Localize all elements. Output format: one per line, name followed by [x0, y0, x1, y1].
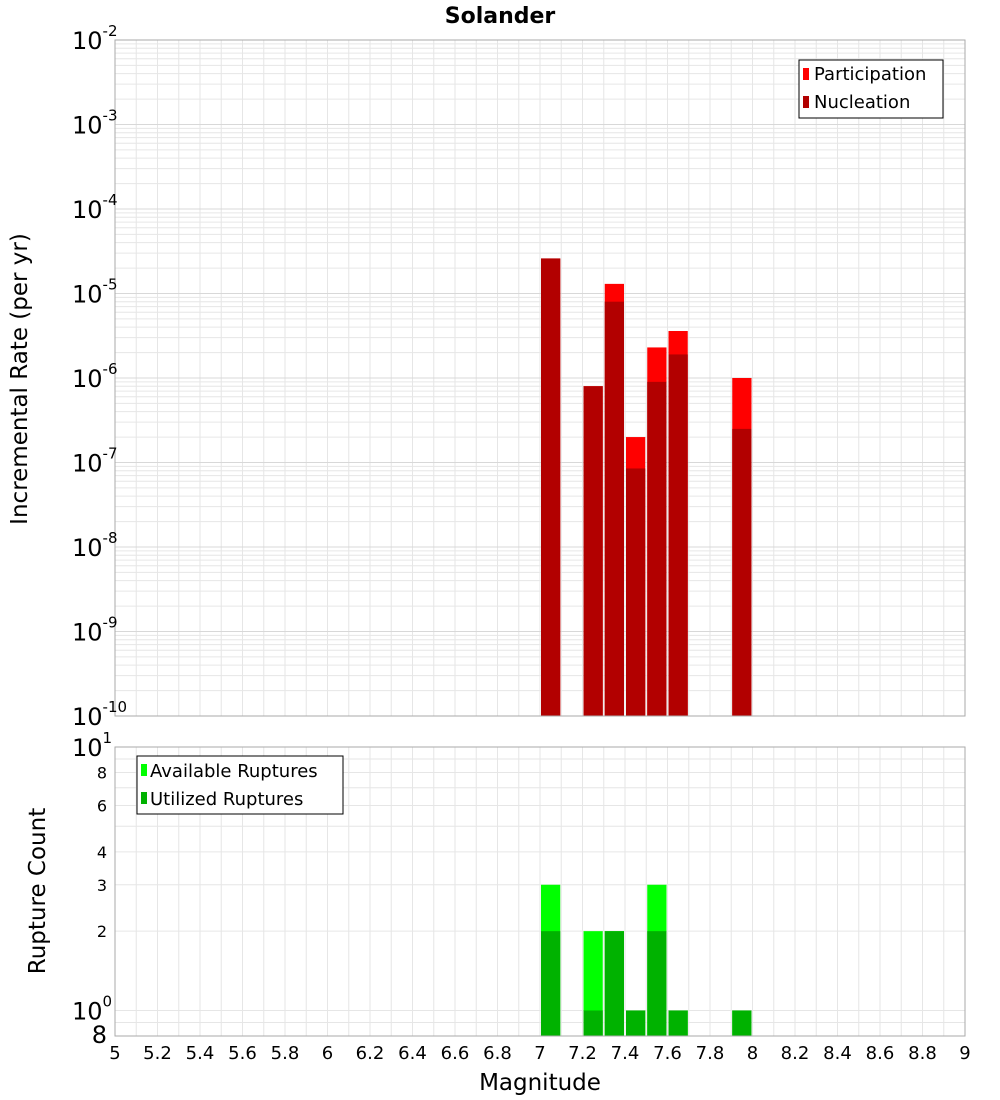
top-y-tick-label: 10-8 [72, 529, 118, 562]
top-y-tick-label: 10-7 [72, 445, 118, 478]
top-y-tick-label: 10-4 [72, 191, 118, 224]
nucleation-bar [647, 381, 667, 716]
x-tick-label: 5.6 [228, 1043, 257, 1064]
nucleation-bar [626, 468, 646, 716]
x-tick-label: 9 [959, 1043, 970, 1064]
utilized-ruptures-bar [583, 1010, 603, 1036]
bottom-legend-box [136, 755, 344, 815]
x-tick-label: 7 [534, 1043, 545, 1064]
x-tick-label: 6.4 [398, 1043, 427, 1064]
nucleation-bar [541, 258, 561, 716]
bottom-y-axis-label: Rupture Count [25, 808, 51, 974]
bottom-y-tick-label: 100 [72, 992, 112, 1025]
x-tick-label: 6.8 [483, 1043, 512, 1064]
x-tick-label: 5 [109, 1043, 120, 1064]
utilized-ruptures-bar [732, 1010, 752, 1036]
available-ruptures-bar [583, 931, 603, 1036]
top-plot-panel: 10-10 10-9 10-8 10-7 10-6 10-5 10-4 10-3 10-2 [72, 22, 966, 731]
x-tick-label: 7.2 [568, 1043, 597, 1064]
x-tick-label: 7.8 [696, 1043, 725, 1064]
x-tick-label: 5.8 [271, 1043, 300, 1064]
top-y-tick-label: 10-5 [72, 276, 118, 309]
nucleation-bar [732, 428, 752, 716]
top-y-tick-label: 10-3 [72, 107, 118, 140]
utilized-ruptures-bar [541, 931, 561, 1036]
top-y-tick-label: 10-6 [72, 360, 118, 393]
x-tick-label: 8.8 [908, 1043, 937, 1064]
x-tick-label: 6.2 [356, 1043, 385, 1064]
top-legend: Participation Nucleation [798, 59, 944, 119]
nucleation-legend-label: Nucleation [814, 92, 910, 113]
x-tick-label: 8 [747, 1043, 758, 1064]
x-axis-label: Magnitude [479, 1070, 601, 1096]
x-tick-label: 5.4 [186, 1043, 215, 1064]
bottom-y-minor-tick-label: 4 [97, 843, 107, 862]
x-tick-label: 5.2 [143, 1043, 172, 1064]
top-y-tick-label: 10-10 [72, 698, 127, 731]
x-tick-label: 8.2 [781, 1043, 810, 1064]
bottom-y-minor-tick-label: 6 [97, 796, 107, 815]
nucleation-bar [668, 354, 688, 716]
utilized-ruptures-bar [604, 931, 624, 1036]
x-tick-label: 6.6 [441, 1043, 470, 1064]
x-tick-label: 8.4 [823, 1043, 852, 1064]
bottom-y-tick-label: 101 [72, 729, 112, 762]
bottom-y-minor-tick-label: 3 [97, 876, 107, 895]
nucleation-legend-swatch [803, 96, 809, 108]
participation-legend-label: Participation [814, 64, 926, 85]
utilized-ruptures-bar [626, 1010, 646, 1036]
x-tick-label: 6 [322, 1043, 333, 1064]
bottom-y-minor-tick-label: 2 [97, 922, 107, 941]
bottom-plot-frame [114, 746, 966, 1037]
x-tick-label: 7.4 [611, 1043, 640, 1064]
top-plot-frame [114, 39, 966, 717]
utilized-ruptures-bar [668, 1010, 688, 1036]
top-y-tick-label: 10-2 [72, 22, 118, 55]
top-y-axis-label: Incremental Rate (per yr) [7, 233, 33, 525]
x-tick-label: 8.6 [866, 1043, 895, 1064]
top-legend-box [798, 59, 944, 119]
available-legend-swatch [141, 764, 147, 776]
utilized-legend-label: Utilized Ruptures [150, 789, 303, 810]
x-tick-label: 7.6 [653, 1043, 682, 1064]
top-y-tick-label: 10-9 [72, 614, 118, 647]
utilized-ruptures-bar [647, 931, 667, 1036]
bottom-y-minor-tick-label: 8 [97, 764, 107, 783]
chart-title: Solander [445, 4, 556, 29]
bottom-legend: Available Ruptures Utilized Ruptures [136, 755, 344, 815]
nucleation-bar [583, 386, 603, 716]
available-legend-label: Available Ruptures [150, 761, 318, 782]
nucleation-bar [604, 301, 624, 716]
bottom-y-minor-tick-label: 8 [92, 1021, 107, 1049]
participation-legend-swatch [803, 68, 809, 80]
utilized-legend-swatch [141, 792, 147, 804]
